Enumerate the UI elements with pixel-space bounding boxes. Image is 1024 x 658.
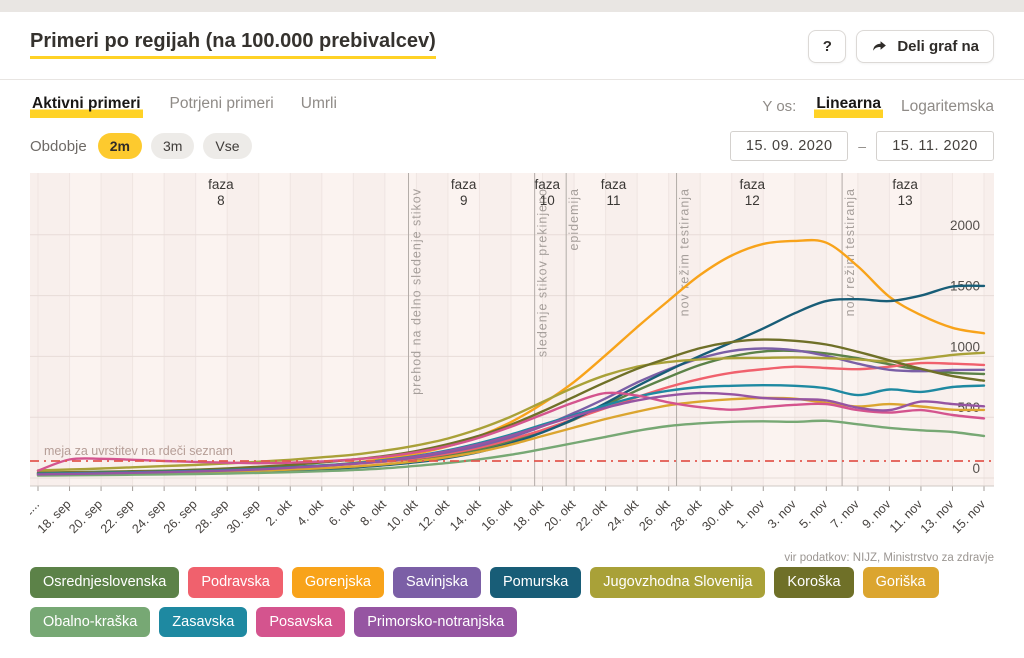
x-axis-tick-label: 4. okt (294, 497, 326, 529)
x-axis-tick-label: 15. nov (949, 497, 988, 536)
chart-series (36, 238, 986, 477)
y-axis-tick-label: 500 (957, 400, 980, 415)
y-axis-tick-label: 0 (972, 461, 980, 476)
y-axis-switch: Y os: Linearna Logaritemska (762, 95, 994, 118)
y-axis-option-linearna[interactable]: Linearna (814, 95, 883, 118)
data-source-note: vir podatkov: NIJZ, Ministrstvo za zdrav… (784, 552, 994, 564)
phase-label: faza 12 (739, 177, 765, 208)
y-axis-option-logaritemska[interactable]: Logaritemska (900, 97, 994, 115)
page-header: Primeri po regijah (na 100.000 prebivalc… (30, 30, 994, 63)
y-axis-tick-label: 2000 (950, 218, 980, 233)
event-annotation-label: nov režim testiranja (843, 188, 857, 316)
x-axis-tick-label: 7. nov (828, 497, 863, 532)
tab-umrli[interactable]: Umrli (300, 95, 337, 112)
legend-item-podravska[interactable]: Podravska (188, 567, 283, 598)
period-row: Obdobje 2m 3m Vse – (30, 131, 994, 161)
share-button[interactable]: Deli graf na (856, 30, 994, 63)
x-axis-tick-label: 6. okt (326, 497, 358, 529)
legend-item-pomurska[interactable]: Pomurska (490, 567, 582, 598)
share-icon (871, 38, 888, 55)
chart-phase-labels: faza 8 faza 9 faza 10 faza 11 faza 12 faza 13 (208, 177, 918, 208)
chart-event-annotations: prehod na delno sledenje stikov sledenje … (408, 173, 857, 486)
period-option-2m[interactable]: 2m (97, 133, 142, 159)
region-legend: Osrednjeslovenska Podravska Gorenjska Savin… (30, 567, 994, 638)
phase-label: faza 8 (208, 177, 234, 208)
help-button[interactable]: ? (808, 30, 847, 63)
legend-item-posavska[interactable]: Posavska (256, 606, 346, 638)
x-axis-tick-label: 26. okt (636, 497, 673, 534)
y-axis-switch-label: Y os: (762, 98, 797, 115)
period-label: Obdobje (30, 137, 87, 155)
series-line-primorsko-notranjska (36, 391, 986, 476)
share-button-label: Deli graf na (897, 38, 979, 55)
x-axis-tick-label: 24. sep (129, 497, 168, 536)
chart-area: 1... 18. sep 20. sep 22. sep 24. sep 26. sep 2… (20, 173, 994, 550)
event-annotation-label: epidemija (567, 188, 581, 251)
y-axis-tick-label: 1000 (950, 339, 980, 354)
x-axis-tick-label: 18. okt (510, 497, 547, 534)
x-axis-tick-label: 20. okt (542, 497, 579, 534)
series-line-obalno-kra-ka (36, 419, 986, 477)
period-option-3m[interactable]: 3m (150, 133, 195, 159)
x-axis-tick-label: 14. okt (447, 497, 484, 534)
legend-item-jugovzhodna-slovenija[interactable]: Jugovzhodna Slovenija (590, 567, 766, 598)
x-axis-tick-label: 22. sep (98, 497, 137, 536)
chart-threshold: meja za uvrstitev na rdeči seznam (30, 444, 994, 462)
x-axis-tick-label: 5. nov (796, 497, 831, 532)
legend-item-gori-ka[interactable]: Goriška (862, 567, 939, 598)
legend-item-primorsko-notranjska[interactable]: Primorsko-notranjska (354, 606, 518, 638)
x-axis-tick-label: 3. nov (765, 497, 800, 532)
event-annotation-label: prehod na delno sledenje stikov (410, 188, 424, 395)
x-axis-tick-label: 20. sep (66, 497, 105, 536)
x-axis-tick-label: 30. sep (224, 497, 263, 536)
date-from-input[interactable] (730, 131, 849, 161)
phase-label: faza 9 (451, 177, 477, 208)
legend-item-osrednjeslovenska[interactable]: Osrednjeslovenska (30, 567, 180, 598)
page-title: Primeri po regijah (na 100.000 prebivalc… (30, 30, 436, 59)
x-axis-tick-label: 18. sep (35, 497, 74, 536)
metric-tabs-row: Aktivni primeri Potrjeni primeri Umrli Y… (30, 95, 994, 118)
browser-top-strip (0, 0, 1024, 12)
series-line-jugovzhodna-slovenija (36, 351, 986, 472)
x-axis-tick-label: 22. okt (573, 497, 610, 534)
legend-item-obalno-kra-ka[interactable]: Obalno-kraška (30, 606, 151, 638)
x-axis-tick-label: 1. nov (733, 497, 768, 532)
date-range: – (730, 131, 994, 161)
series-line-posavska (36, 391, 986, 472)
x-axis-tick-label: 1... (30, 497, 42, 519)
x-axis-tick-label: 28. sep (192, 497, 231, 536)
tab-aktivni-primeri[interactable]: Aktivni primeri (30, 95, 143, 118)
x-axis-tick-label: 12. okt (416, 497, 453, 534)
x-axis-tick-label: 2. okt (263, 497, 295, 529)
header-divider (0, 79, 1024, 80)
x-axis-tick-label: 16. okt (479, 497, 516, 534)
x-axis-tick-label: 30. okt (699, 497, 736, 534)
header-buttons: ? Deli graf na (808, 30, 994, 63)
legend-item-koro-ka[interactable]: Koroška (774, 567, 854, 598)
tab-potrjeni-primeri[interactable]: Potrjeni primeri (169, 95, 274, 112)
event-annotation-label: nov režim testiranja (678, 188, 692, 316)
x-axis-tick-label: 24. okt (605, 497, 642, 534)
period-option-vse[interactable]: Vse (203, 133, 252, 159)
x-axis-tick-label: 10. okt (384, 497, 421, 534)
x-axis-tick-label: 26. sep (161, 497, 200, 536)
phase-label: faza 13 (892, 177, 918, 208)
threshold-label: meja za uvrstitev na rdeči seznam (44, 444, 233, 458)
period-switch: Obdobje 2m 3m Vse (30, 133, 252, 159)
date-range-separator: – (858, 138, 866, 154)
date-to-input[interactable] (876, 131, 994, 161)
x-axis-tick-label: 13. nov (918, 497, 957, 536)
phase-label: faza 10 (534, 177, 560, 208)
phase-label: faza 11 (601, 177, 627, 208)
page-content: Primeri po regijah (na 100.000 prebivalc… (0, 12, 1024, 638)
metric-tabs: Aktivni primeri Potrjeni primeri Umrli (30, 95, 337, 118)
event-annotation-label: sledenje stikov prekinjeno (536, 188, 550, 357)
x-axis-tick-label: 28. okt (668, 497, 705, 534)
legend-item-savinjska[interactable]: Savinjska (392, 567, 481, 598)
legend-item-zasavska[interactable]: Zasavska (159, 606, 248, 638)
legend-item-gorenjska[interactable]: Gorenjska (291, 567, 384, 598)
